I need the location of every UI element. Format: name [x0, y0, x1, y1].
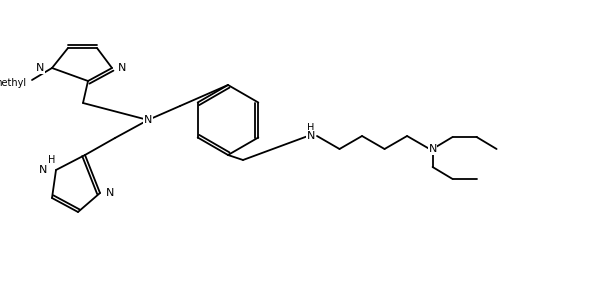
Text: N: N	[307, 131, 315, 141]
Text: N: N	[106, 188, 114, 198]
Text: H: H	[48, 155, 56, 165]
Text: H: H	[307, 123, 315, 133]
Text: methyl: methyl	[0, 78, 26, 88]
Text: N: N	[36, 63, 44, 73]
Text: N: N	[118, 63, 126, 73]
Text: N: N	[144, 115, 152, 125]
Text: N: N	[39, 165, 47, 175]
Text: N: N	[428, 144, 437, 154]
